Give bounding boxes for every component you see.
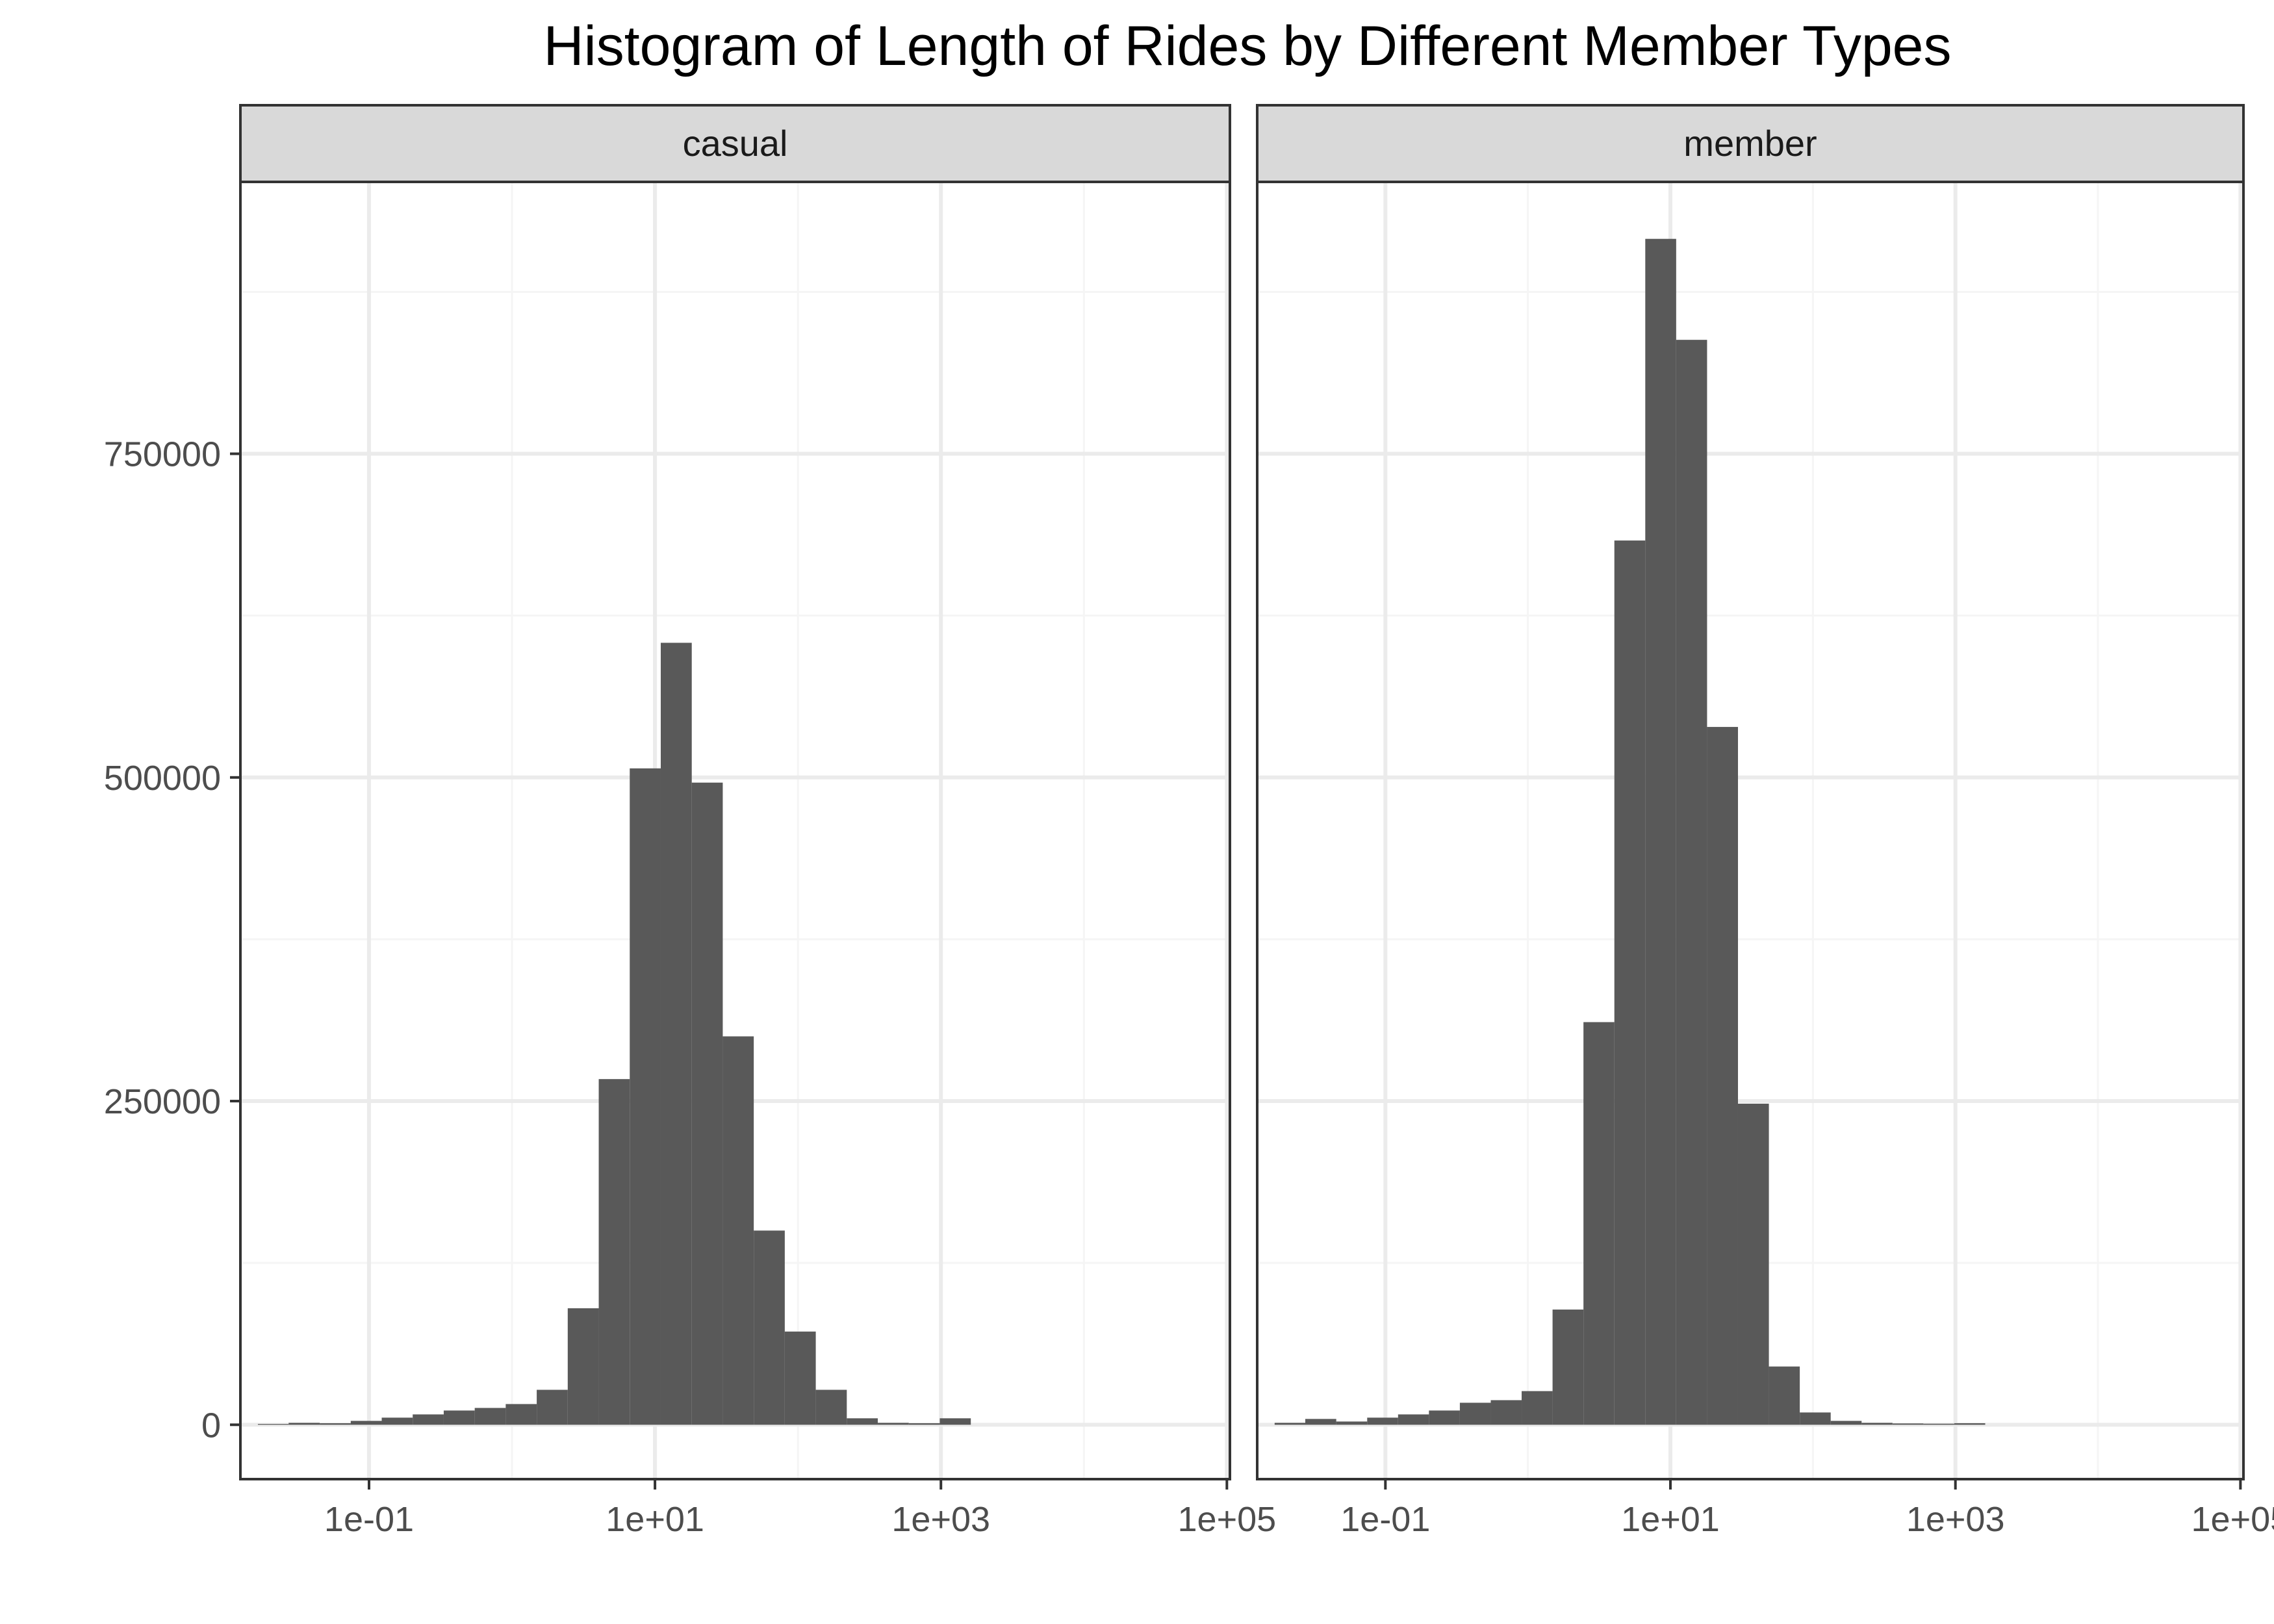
histogram-bar <box>1305 1419 1336 1425</box>
histogram-bar <box>1769 1366 1800 1425</box>
histogram-bar <box>474 1408 506 1425</box>
histogram-bar <box>784 1331 816 1425</box>
histogram-bar <box>257 1424 289 1425</box>
histogram-bar <box>660 642 692 1425</box>
histogram-bar <box>1459 1402 1491 1425</box>
histogram-bar <box>1892 1423 1924 1425</box>
histogram-bar <box>1830 1421 1862 1425</box>
histogram-bar <box>320 1423 351 1425</box>
x-tick-label: 1e+05 <box>1178 1500 1277 1539</box>
x-tick-label: 1e-01 <box>1340 1500 1430 1539</box>
histogram-bar <box>381 1417 413 1425</box>
histogram-bar <box>754 1230 785 1425</box>
histogram-bar <box>1954 1423 1986 1425</box>
histogram-bar <box>567 1308 599 1425</box>
histogram-bar <box>598 1079 630 1425</box>
histogram-bar <box>1800 1412 1831 1425</box>
histogram-bar <box>847 1418 878 1425</box>
histogram-bar <box>1707 727 1738 1425</box>
y-tick-label: 500000 <box>104 759 221 798</box>
histogram-bar <box>815 1389 847 1425</box>
x-tick-label: 1e+03 <box>1906 1500 2005 1539</box>
y-tick-label: 0 <box>201 1406 221 1445</box>
histogram-bar <box>350 1421 382 1425</box>
histogram-bar <box>1367 1417 1398 1425</box>
y-tick-label: 250000 <box>104 1082 221 1121</box>
histogram-bar <box>939 1418 971 1425</box>
histogram-bar <box>1429 1410 1460 1425</box>
facet-strip-label: casual <box>683 123 788 164</box>
panel-member: member 1e-01 1e+01 1e+03 1e+05 <box>1256 104 2274 1539</box>
histogram-bar <box>878 1423 909 1425</box>
x-tick-label: 1e+05 <box>2191 1500 2274 1539</box>
histogram-bar <box>691 782 723 1425</box>
histogram-bar <box>505 1404 537 1425</box>
histogram-bar <box>630 768 661 1425</box>
x-tick-label: 1e-01 <box>324 1500 414 1539</box>
histogram-bar <box>443 1410 475 1425</box>
histogram-bar <box>1490 1400 1522 1425</box>
x-tick-label: 1e+01 <box>606 1500 704 1539</box>
facet-strip <box>1256 104 2245 183</box>
histogram-bar <box>537 1389 568 1425</box>
histogram-bar <box>1614 540 1646 1425</box>
y-tick-label: 750000 <box>104 435 221 474</box>
histogram-bar <box>1923 1423 1954 1425</box>
histogram-bar <box>1522 1391 1553 1425</box>
facet-strip <box>239 104 1231 183</box>
histogram-bar <box>288 1423 320 1425</box>
histogram-bar <box>1274 1423 1306 1425</box>
histogram-bar <box>1676 340 1707 1425</box>
histogram-bar <box>722 1036 754 1425</box>
chart-title: Histogram of Length of Rides by Differen… <box>544 15 1952 77</box>
histogram-bar <box>908 1423 940 1425</box>
histogram-bar <box>1737 1104 1769 1425</box>
histogram-bar <box>413 1414 444 1425</box>
histogram-bar <box>1645 238 1676 1425</box>
panel-casual: casual 1e-01 1e+01 1e+03 1e+05 0 250000 500000 7… <box>104 104 1277 1539</box>
histogram-bar <box>1398 1414 1429 1425</box>
x-tick-label: 1e+03 <box>891 1500 990 1539</box>
histogram-bar <box>1552 1309 1584 1425</box>
x-tick-label: 1e+01 <box>1621 1500 1720 1539</box>
histogram-bar <box>1336 1421 1368 1425</box>
histogram-bar <box>1861 1423 1893 1425</box>
histogram-bar <box>1583 1022 1615 1425</box>
facet-strip-label: member <box>1683 123 1817 164</box>
